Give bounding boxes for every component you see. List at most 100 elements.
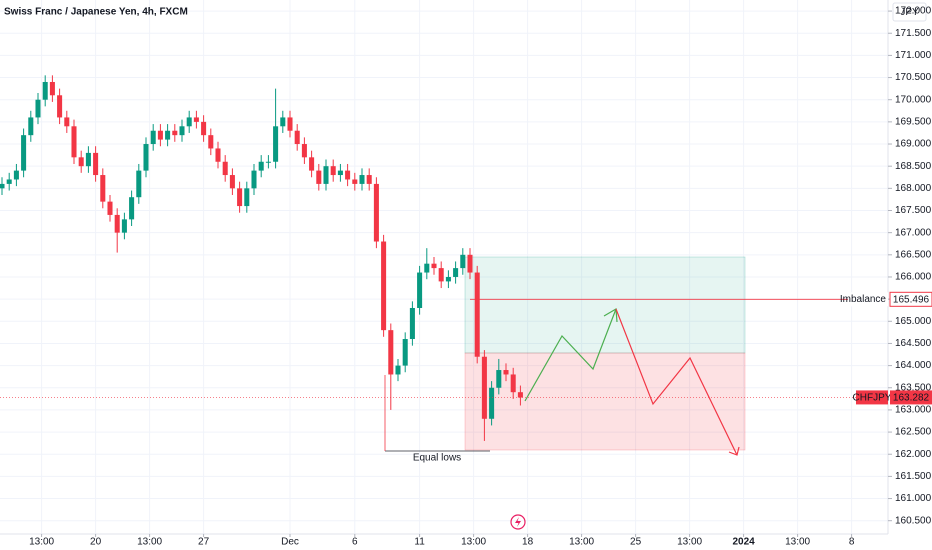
candle-body (229, 175, 235, 189)
events-bolt[interactable] (515, 517, 521, 527)
bear-path (615, 308, 738, 456)
chart-title: Swiss Franc / Japanese Yen, 4h, FXCM (4, 7, 188, 18)
x-tick-label: 11 (414, 537, 425, 548)
candle-body (359, 175, 365, 184)
events-icon[interactable] (510, 514, 526, 530)
candle-body (114, 214, 120, 233)
y-tick-label: 168.000 (895, 183, 932, 194)
candle-body (481, 356, 487, 419)
y-tick-label: 169.000 (895, 139, 932, 150)
candle-body (489, 387, 495, 419)
y-tick-label: 162.500 (895, 427, 932, 438)
y-tick-label: 164.500 (895, 338, 932, 349)
candle-body (121, 219, 127, 233)
candle-body (309, 157, 315, 171)
candle-body (201, 121, 207, 136)
candle-body (244, 188, 250, 207)
level-price: 165.496 (893, 294, 930, 305)
y-tick-label: 162.000 (895, 449, 932, 460)
candle-body (49, 81, 55, 96)
y-tick-label: 170.000 (895, 94, 932, 105)
bull-path (524, 308, 617, 402)
x-tick-label: 13:00 (461, 537, 486, 548)
candle-body (373, 183, 379, 242)
x-tick-label: 13:00 (785, 537, 810, 548)
y-tick-label: 169.500 (895, 117, 932, 128)
y-tick-label: 172.000 (895, 6, 932, 17)
symbol-box (856, 390, 888, 405)
candle-body (57, 95, 63, 118)
candle-body (496, 370, 502, 388)
y-tick-label: 171.000 (895, 50, 932, 61)
candle-body (460, 254, 466, 269)
candle-body (143, 144, 149, 171)
candle-body (438, 268, 444, 282)
candle-body (129, 197, 135, 220)
x-tick-label: 13:00 (677, 537, 702, 548)
candle-body (388, 330, 394, 375)
x-tick-label: 27 (198, 537, 210, 548)
candle-body (301, 144, 307, 158)
candle-body (21, 135, 27, 171)
candle-body (150, 130, 156, 145)
candle-body (474, 272, 480, 357)
candle-body (287, 117, 293, 131)
x-tick-label: 8 (849, 537, 855, 548)
candle-body (64, 117, 70, 127)
candle-body (316, 170, 322, 184)
candle-body (100, 175, 106, 202)
candle-body (6, 179, 12, 184)
candle-body (251, 170, 257, 189)
x-tick-label: 13:00 (29, 537, 54, 548)
candle-body (237, 188, 243, 207)
candle-body (165, 130, 171, 140)
y-tick-label: 161.000 (895, 493, 932, 504)
candle-body (345, 170, 351, 180)
x-tick-label: 18 (522, 537, 534, 548)
x-tick-label: 6 (352, 537, 358, 548)
candle-body (208, 135, 214, 149)
y-tick-label: 171.500 (895, 28, 932, 39)
y-tick-label: 163.500 (895, 382, 932, 393)
symbol-label: CHFJPY (853, 393, 892, 404)
candle-body (280, 117, 286, 127)
candle-body (222, 161, 228, 176)
candle-body (42, 81, 48, 100)
y-tick-label: 164.000 (895, 360, 932, 371)
candle-body (381, 241, 387, 331)
y-tick-label: 161.500 (895, 471, 932, 482)
candle-body (13, 170, 19, 180)
candle-body (467, 254, 473, 273)
loss-zone (464, 352, 746, 451)
candle-body (517, 392, 523, 398)
y-tick-label: 167.000 (895, 227, 932, 238)
candle-body (417, 272, 423, 308)
candle-body (0, 183, 5, 189)
level-label-bg (848, 292, 888, 307)
candles (0, 75, 523, 441)
candle-body (323, 166, 329, 184)
y-tick-label: 163.000 (895, 405, 932, 416)
currency-box[interactable] (892, 2, 927, 22)
candle-body (93, 152, 99, 176)
y-tick-label: 168.500 (895, 161, 932, 172)
candle-body (28, 117, 34, 136)
level-price-box (889, 291, 932, 307)
candle-body (193, 117, 199, 122)
candle-body (186, 117, 192, 127)
y-tick-label: 167.500 (895, 205, 932, 216)
currency[interactable]: JPY (900, 7, 919, 18)
candle-body (78, 157, 84, 167)
candle-body (258, 161, 264, 171)
candle-body (352, 179, 358, 184)
x-tick-label: Dec (281, 537, 299, 548)
x-tick-label: 20 (90, 537, 102, 548)
last-price: 163.282 (893, 393, 930, 404)
candle-body (35, 99, 41, 118)
candle-body (273, 126, 279, 162)
level-label: Imbalance (840, 294, 887, 305)
y-tick-label: 166.000 (895, 272, 932, 283)
candle-body (453, 268, 459, 277)
